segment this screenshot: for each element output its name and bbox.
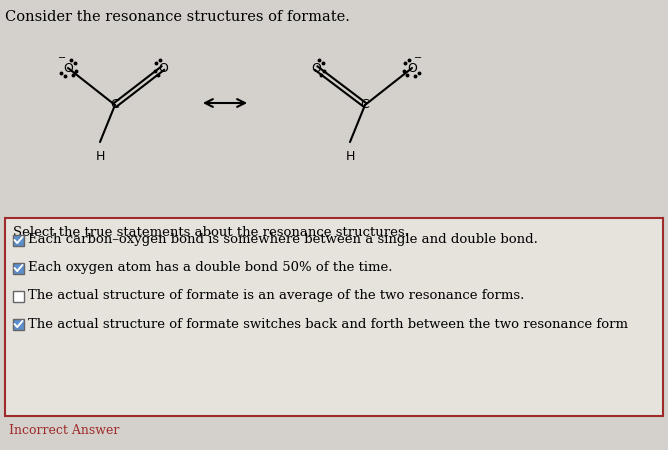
Bar	[13, 291, 24, 302]
Bar	[13, 234, 24, 246]
Text: O: O	[311, 62, 321, 75]
Text: Consider the resonance structures of formate.: Consider the resonance structures of for…	[5, 10, 350, 24]
Bar	[5, 218, 663, 416]
Text: C: C	[361, 99, 369, 112]
Text: The actual structure of formate switches back and forth between the two resonanc: The actual structure of formate switches…	[28, 318, 628, 330]
Text: O: O	[158, 62, 168, 75]
Text: H: H	[96, 150, 105, 163]
Bar	[13, 319, 24, 329]
Text: O: O	[63, 62, 73, 75]
Bar	[13, 262, 24, 274]
Text: The actual structure of formate is an average of the two resonance forms.: The actual structure of formate is an av…	[28, 289, 524, 302]
Text: O: O	[407, 62, 417, 75]
Text: Each oxygen atom has a double bond 50% of the time.: Each oxygen atom has a double bond 50% o…	[28, 261, 393, 274]
Text: Select the true statements about the resonance structures.: Select the true statements about the res…	[13, 226, 409, 239]
Text: Incorrect Answer: Incorrect Answer	[9, 424, 120, 437]
Text: H: H	[345, 150, 355, 163]
Text: −: −	[58, 53, 66, 63]
Text: C: C	[111, 99, 120, 112]
Text: Each carbon–oxygen bond is somewhere between a single and double bond.: Each carbon–oxygen bond is somewhere bet…	[28, 234, 538, 247]
Text: −: −	[414, 53, 422, 63]
